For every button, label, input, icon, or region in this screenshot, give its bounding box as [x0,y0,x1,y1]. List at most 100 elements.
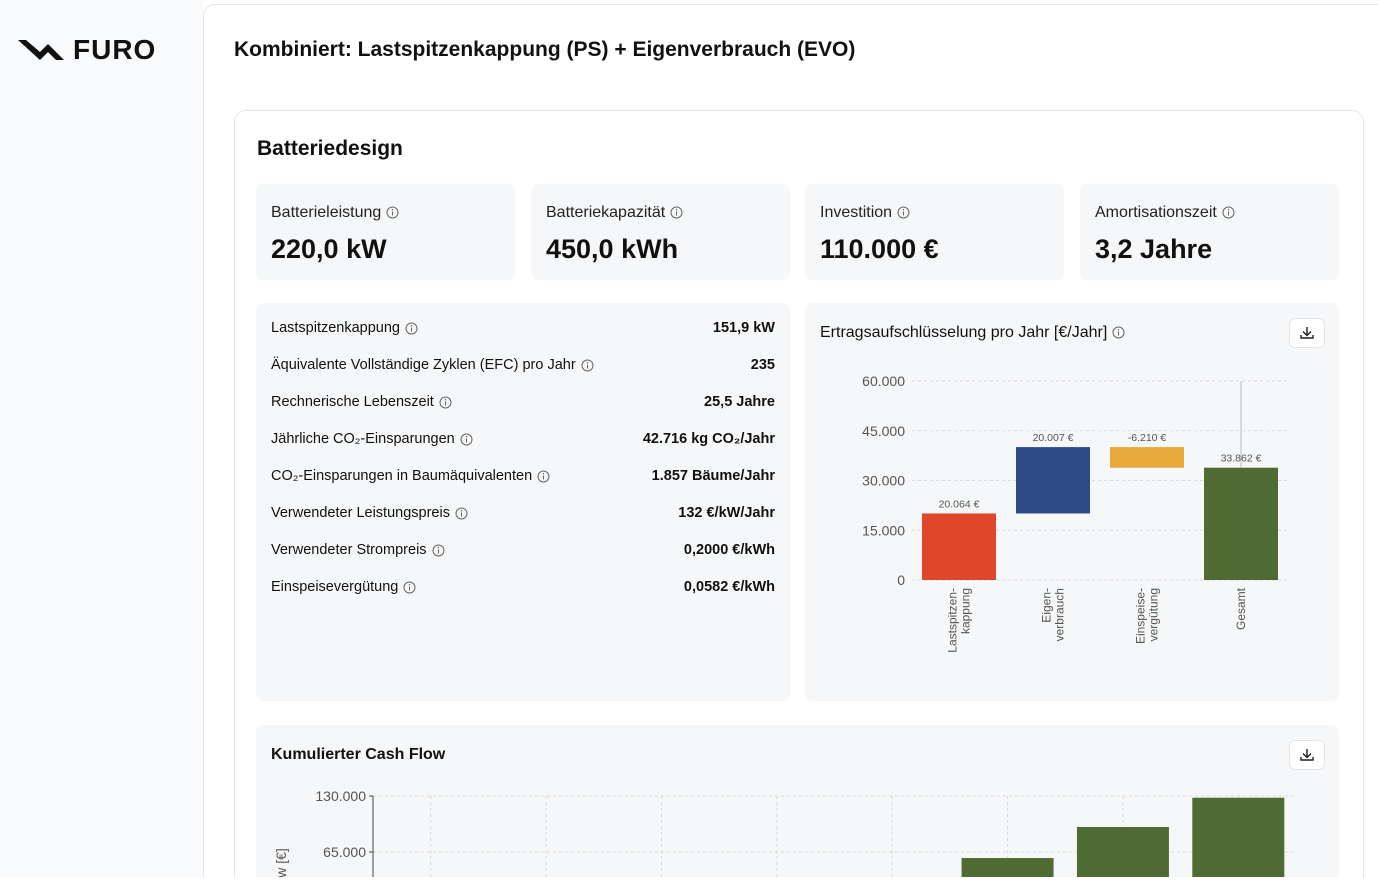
kpi-card: Batterieleistung 220,0 kW [256,184,515,280]
detail-value: 42.716 kg CO₂/Jahr [643,431,775,447]
info-icon[interactable] [432,544,445,557]
info-icon[interactable] [897,206,910,219]
detail-value-text: 132 €/kW/Jahr [678,505,775,521]
chart-panel: Kumulierter Cash Flow 65.000 130.000 Cash F… [256,725,1339,877]
kpi-value: 110.000 € [820,234,939,265]
download-icon [1300,749,1314,761]
info-icon[interactable] [1222,206,1235,219]
y-tick-label: 65.000 [323,844,366,860]
kpi-label: Amortisationszeit [1095,204,1235,222]
x-tick-label: Einspeise- [1134,588,1148,644]
kpi-label: Investition [820,204,910,222]
detail-label: Rechnerische Lebenszeit [271,394,452,410]
detail-label-text: Lastspitzenkappung [271,320,400,336]
detail-label-text: Jährliche CO₂-Einsparungen [271,431,455,447]
detail-label-text: CO₂-Einsparungen in Baumäquivalenten [271,468,533,484]
detail-value: 151,9 kW [713,320,775,336]
bar [1016,447,1090,514]
detail-label: Jährliche CO₂-Einsparungen [271,431,473,447]
y-tick-label: 0 [897,572,905,588]
y-tick-label: 30.000 [862,473,905,489]
bar [1192,797,1285,877]
kpi-value: 3,2 Jahre [1095,234,1212,265]
chart: 65.000 130.000 Cash Flow [€] [273,788,1296,877]
chart-title-text: Ertragsaufschlüsselung pro Jahr [€/Jahr] [820,324,1108,341]
download-button[interactable] [1289,740,1325,770]
kpi-value-text: 220,0 kW [271,234,387,264]
kpi-card: Batteriekapazität 450,0 kWh [531,184,790,280]
chart-title: Ertragsaufschlüsselung pro Jahr [€/Jahr] [820,324,1125,342]
y-tick-label: 130.000 [315,788,366,804]
value-label: 20.007 € [1033,432,1074,444]
download-button[interactable] [1289,318,1325,348]
bar [922,513,996,580]
page-title: Kombiniert: Lastspitzenkappung (PS) + Ei… [234,38,856,61]
chart-title-text: Kumulierter Cash Flow [271,746,446,763]
info-icon[interactable] [439,396,452,409]
detail-value-text: 235 [750,357,775,373]
logo-icon [18,40,64,60]
sidebar: FURO [0,0,203,877]
detail-label: Verwendeter Leistungspreis [271,505,468,521]
detail-value-text: 0,0582 €/kWh [683,579,775,595]
detail-label-text: Verwendeter Strompreis [271,542,427,558]
info-icon[interactable] [386,206,399,219]
kpi-label-text: Batteriekapazität [546,204,666,221]
detail-label: Lastspitzenkappung [271,320,418,336]
x-tick-label: verbrauch [1053,588,1067,641]
kpi-value-text: 3,2 Jahre [1095,234,1213,264]
kpi-label-text: Batterieleistung [271,204,382,221]
detail-label-text: Einspeisevergütung [271,579,399,595]
detail-value-text: 42.716 kg CO₂/Jahr [642,431,775,447]
kpi-value-text: 450,0 kWh [546,234,679,264]
x-tick-label: vergütung [1147,588,1161,641]
info-icon[interactable] [460,433,473,446]
chart: 0 15.000 30.000 45.000 60.000 20.064 € Lastspi… [862,373,1288,653]
kpi-label-text: Investition [820,204,893,221]
detail-label: CO₂-Einsparungen in Baumäquivalenten [271,468,550,484]
value-label: 20.064 € [939,498,980,510]
kpi-value: 220,0 kW [271,234,387,265]
detail-value-text: 1.857 Bäume/Jahr [651,468,775,484]
info-icon[interactable] [403,581,416,594]
kpi-label: Batterieleistung [271,204,399,222]
detail-label-text: Verwendeter Leistungspreis [271,505,450,521]
kpi-label-text: Amortisationszeit [1095,204,1217,221]
x-tick-label: kappung [959,588,973,634]
logo: FURO [73,34,157,65]
info-icon[interactable] [455,507,468,520]
info-icon[interactable] [1112,326,1125,339]
y-axis-label: Cash Flow [€] [273,848,289,877]
kpi-label: Batteriekapazität [546,204,683,222]
details-panel: Lastspitzenkappung 151,9 kW Äquivalente Vo… [256,303,790,701]
kpi-card: Investition 110.000 € [805,184,1064,280]
section-title: Batteriedesign [257,137,403,160]
bar [1204,467,1278,580]
bar [961,858,1054,877]
kpi-value-text: 110.000 € [820,234,939,264]
detail-label: Verwendeter Strompreis [271,542,445,558]
info-icon[interactable] [537,470,550,483]
detail-value: 0,0582 €/kWh [684,579,775,595]
kpi-card: Amortisationszeit 3,2 Jahre [1080,184,1339,280]
detail-label: Einspeisevergütung [271,579,416,595]
x-tick-label: Lastspitzen- [946,588,960,653]
kpi-value: 450,0 kWh [546,234,678,265]
section-card: Batteriedesign [234,110,1364,878]
info-icon[interactable] [581,359,594,372]
y-tick-label: 45.000 [862,423,905,439]
y-tick-label: 60.000 [862,373,905,389]
detail-value: 25,5 Jahre [704,394,775,410]
value-label: -6.210 € [1128,432,1167,444]
download-icon [1300,327,1314,339]
x-tick-label: Gesamt [1234,587,1248,630]
chart-panel: Ertragsaufschlüsselung pro Jahr [€/Jahr]… [805,303,1339,701]
detail-value-text: 25,5 Jahre [704,394,775,410]
y-tick-label: 15.000 [862,522,905,538]
x-tick-label: Eigen- [1040,588,1054,623]
info-icon[interactable] [405,322,418,335]
chart-title: Kumulierter Cash Flow [271,746,445,764]
info-icon[interactable] [670,206,683,219]
